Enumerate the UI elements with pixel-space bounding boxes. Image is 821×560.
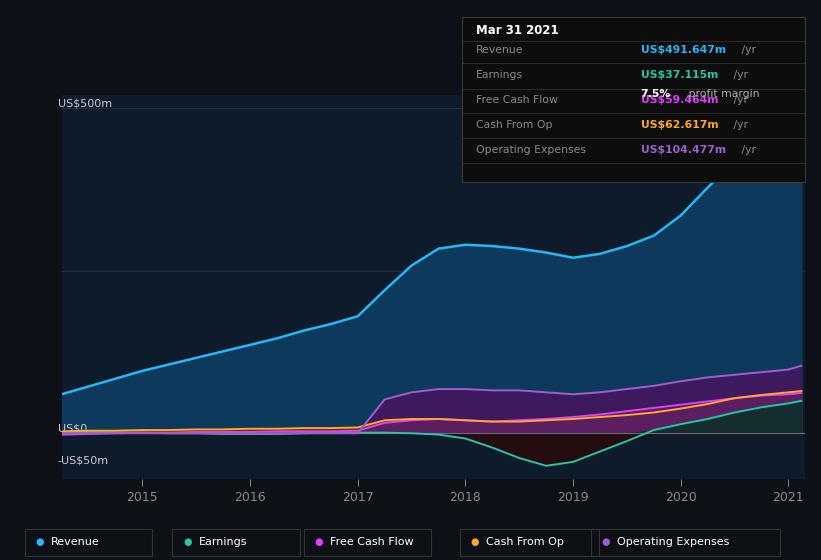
Text: /yr: /yr xyxy=(730,120,748,130)
Text: Earnings: Earnings xyxy=(199,537,247,547)
Text: ●: ● xyxy=(183,537,191,547)
Text: US$0: US$0 xyxy=(57,423,87,433)
Text: Operating Expenses: Operating Expenses xyxy=(617,537,730,547)
Text: 7.5%: 7.5% xyxy=(640,88,671,99)
Text: Free Cash Flow: Free Cash Flow xyxy=(330,537,414,547)
Text: /yr: /yr xyxy=(738,45,756,55)
Text: -US$50m: -US$50m xyxy=(57,456,109,466)
Text: Cash From Op: Cash From Op xyxy=(476,120,553,130)
Text: profit margin: profit margin xyxy=(686,88,759,99)
Text: US$491.647m: US$491.647m xyxy=(640,45,726,55)
Text: /yr: /yr xyxy=(730,71,748,81)
Text: Free Cash Flow: Free Cash Flow xyxy=(476,95,557,105)
Text: Revenue: Revenue xyxy=(51,537,99,547)
Text: ●: ● xyxy=(602,537,610,547)
Text: Cash From Op: Cash From Op xyxy=(486,537,564,547)
Text: US$500m: US$500m xyxy=(57,98,112,108)
Text: Earnings: Earnings xyxy=(476,71,523,81)
Text: US$37.115m: US$37.115m xyxy=(640,71,718,81)
Text: ●: ● xyxy=(314,537,323,547)
Text: /yr: /yr xyxy=(730,95,748,105)
Text: Operating Expenses: Operating Expenses xyxy=(476,145,586,155)
Text: ●: ● xyxy=(35,537,44,547)
Text: Revenue: Revenue xyxy=(476,45,524,55)
Text: ●: ● xyxy=(470,537,479,547)
Text: US$62.617m: US$62.617m xyxy=(640,120,718,130)
Text: US$59.464m: US$59.464m xyxy=(640,95,718,105)
Text: US$104.477m: US$104.477m xyxy=(640,145,726,155)
Text: Mar 31 2021: Mar 31 2021 xyxy=(476,24,558,37)
Text: /yr: /yr xyxy=(738,145,756,155)
